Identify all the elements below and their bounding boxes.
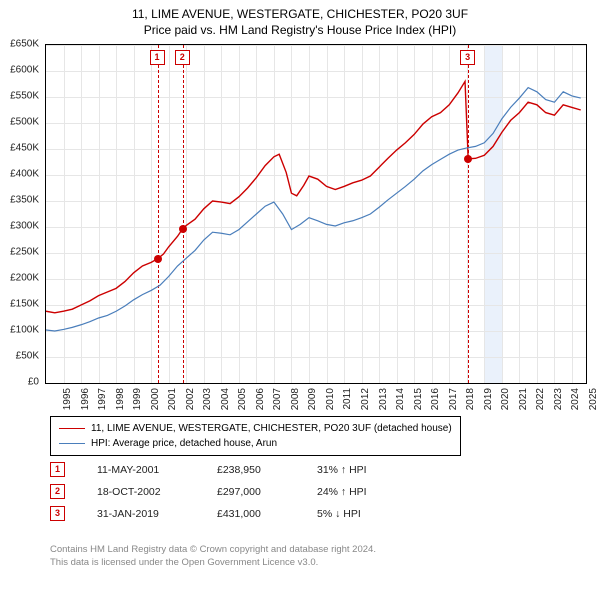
legend-item: 11, LIME AVENUE, WESTERGATE, CHICHESTER,… [59, 421, 452, 436]
ytick-label: £500K [0, 117, 39, 128]
plot-area [45, 44, 587, 384]
sale-dot [179, 225, 187, 233]
xtick-label: 2012 [360, 388, 371, 410]
sale-marker: 3 [50, 506, 65, 521]
ytick-label: £0 [0, 377, 39, 388]
ytick-label: £150K [0, 299, 39, 310]
legend-label: HPI: Average price, detached house, Arun [91, 436, 277, 451]
chart-title-line2: Price paid vs. HM Land Registry's House … [0, 22, 600, 38]
xtick-label: 2019 [483, 388, 494, 410]
xtick-label: 1998 [114, 388, 125, 410]
ytick-label: £350K [0, 195, 39, 206]
legend-swatch [59, 443, 85, 444]
ytick-label: £600K [0, 65, 39, 76]
xtick-label: 2017 [447, 388, 458, 410]
legend-swatch [59, 428, 85, 429]
sale-marker: 3 [460, 50, 475, 65]
sale-delta: 31% ↑ HPI [317, 464, 417, 476]
footer-line1: Contains HM Land Registry data © Crown c… [50, 544, 376, 557]
ytick-label: £650K [0, 39, 39, 50]
xtick-label: 2003 [202, 388, 213, 410]
sale-price: £431,000 [217, 508, 317, 520]
ytick-label: £400K [0, 169, 39, 180]
xtick-label: 2005 [237, 388, 248, 410]
xtick-label: 2008 [290, 388, 301, 410]
xtick-label: 2002 [184, 388, 195, 410]
sale-marker: 1 [50, 462, 65, 477]
chart-container: 11, LIME AVENUE, WESTERGATE, CHICHESTER,… [0, 0, 600, 590]
series-line [46, 81, 581, 312]
series-svg [46, 45, 586, 383]
xtick-label: 2007 [272, 388, 283, 410]
xtick-label: 2024 [570, 388, 581, 410]
xtick-label: 2018 [465, 388, 476, 410]
ytick-label: £550K [0, 91, 39, 102]
xtick-label: 2001 [167, 388, 178, 410]
sale-date: 18-OCT-2002 [97, 486, 217, 498]
xtick-label: 2016 [430, 388, 441, 410]
ytick-label: £50K [0, 351, 39, 362]
ytick-label: £300K [0, 221, 39, 232]
xtick-label: 2014 [395, 388, 406, 410]
ytick-label: £200K [0, 273, 39, 284]
sale-delta: 5% ↓ HPI [317, 508, 417, 520]
xtick-label: 2023 [553, 388, 564, 410]
ytick-label: £100K [0, 325, 39, 336]
sale-date: 31-JAN-2019 [97, 508, 217, 520]
footer-attribution: Contains HM Land Registry data © Crown c… [50, 544, 376, 570]
sale-dot [154, 255, 162, 263]
xtick-label: 1996 [79, 388, 90, 410]
xtick-label: 2006 [255, 388, 266, 410]
ytick-label: £250K [0, 247, 39, 258]
xtick-label: 2011 [342, 388, 353, 410]
footer-line2: This data is licensed under the Open Gov… [50, 557, 376, 570]
sale-marker: 2 [50, 484, 65, 499]
xtick-label: 2013 [377, 388, 388, 410]
xtick-label: 2015 [412, 388, 423, 410]
legend-item: HPI: Average price, detached house, Arun [59, 436, 452, 451]
sale-marker: 1 [150, 50, 165, 65]
xtick-label: 2020 [500, 388, 511, 410]
xtick-label: 2010 [325, 388, 336, 410]
sales-row: 3 31-JAN-2019£431,0005% ↓ HPI [50, 506, 417, 521]
sale-date: 11-MAY-2001 [97, 464, 217, 476]
xtick-label: 2025 [588, 388, 599, 410]
legend: 11, LIME AVENUE, WESTERGATE, CHICHESTER,… [50, 416, 461, 456]
sales-row: 1 11-MAY-2001£238,95031% ↑ HPI [50, 462, 417, 477]
legend-label: 11, LIME AVENUE, WESTERGATE, CHICHESTER,… [91, 421, 452, 436]
sale-price: £238,950 [217, 464, 317, 476]
xtick-label: 1999 [132, 388, 143, 410]
sale-delta: 24% ↑ HPI [317, 486, 417, 498]
xtick-label: 1997 [97, 388, 108, 410]
xtick-label: 2000 [149, 388, 160, 410]
ytick-label: £450K [0, 143, 39, 154]
sales-row: 2 18-OCT-2002£297,00024% ↑ HPI [50, 484, 417, 499]
xtick-label: 2021 [518, 388, 529, 410]
sale-dot [464, 155, 472, 163]
xtick-label: 2009 [307, 388, 318, 410]
xtick-label: 2004 [220, 388, 231, 410]
chart-title-line1: 11, LIME AVENUE, WESTERGATE, CHICHESTER,… [0, 0, 600, 22]
sales-table: 1 11-MAY-2001£238,95031% ↑ HPI 2 18-OCT-200… [50, 462, 417, 528]
xtick-label: 2022 [535, 388, 546, 410]
sale-price: £297,000 [217, 486, 317, 498]
sale-marker: 2 [175, 50, 190, 65]
xtick-label: 1995 [62, 388, 73, 410]
series-line [46, 88, 581, 331]
